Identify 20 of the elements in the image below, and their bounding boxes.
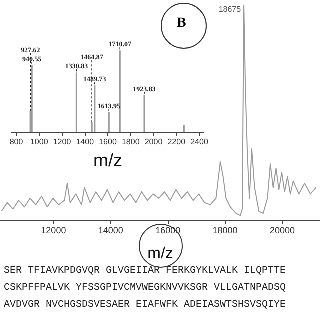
text: SER TFIAVKPDGVQR GLVGEIIAR FERKGYKLVALK ILQPTTE [4,266,286,277]
x-tick-label: 1600 [99,138,118,146]
x-axis-title: m/z [148,246,174,262]
x-tick-label: 20000 [270,226,295,236]
x-tick-label: 1400 [76,138,95,146]
x-tick-label: 2400 [190,138,209,146]
x-tick-label: 1800 [122,138,140,146]
text: CSKPFFPALVK YFSSGPIVCMVWEGKNVVKSGR VLLGATNPADSQ [4,283,286,294]
x-tick-label: 800 [10,138,24,146]
x-tick-label: 1000 [30,138,49,146]
text: AVDVGR NVCHGSDSVESAER EIAFWFK ADEIASWTSHSVSQIYE [4,300,286,311]
annotation: B [177,16,186,32]
x-axis-title: m/z [94,150,122,170]
x-tick-label: 2000 [144,138,164,146]
x-tick-label: 18000 [212,226,238,236]
x-tick-label: 14000 [98,226,124,236]
annotation: 18675 [218,5,242,14]
x-tick-label: 1200 [53,138,72,146]
x-tick-label: 12000 [41,226,66,236]
x-tick-label: 2200 [168,138,186,146]
